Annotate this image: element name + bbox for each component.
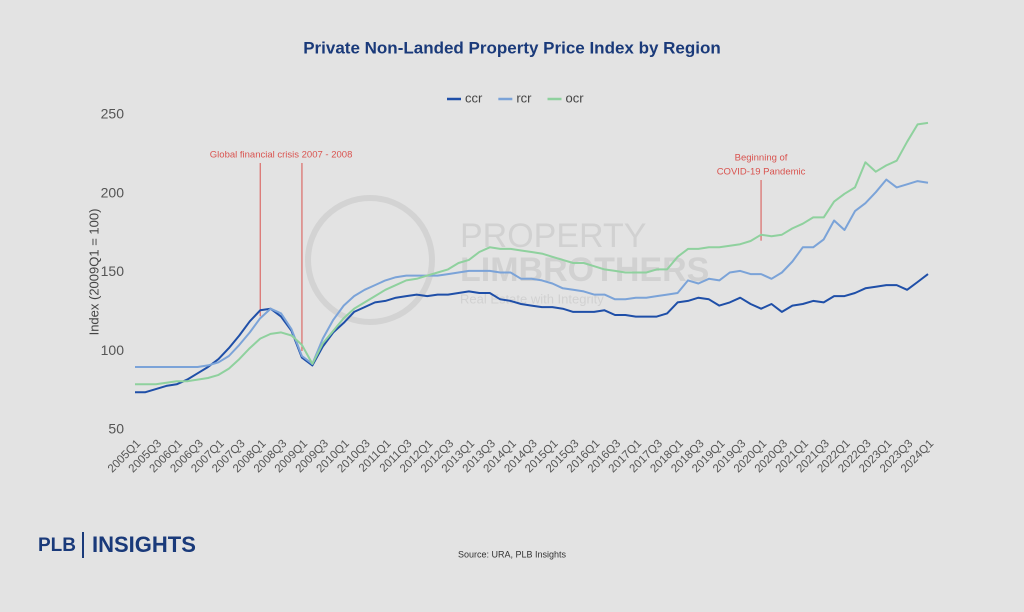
annotation-text: Global financial crisis 2007 - 2008 — [210, 150, 353, 161]
source: Source: URA, PLB Insights — [458, 549, 567, 559]
brand-right: INSIGHTS — [92, 532, 196, 557]
legend-label: ocr — [566, 90, 585, 105]
watermark-tagline: Real Estate with Integrity — [460, 291, 604, 306]
watermark-logo — [305, 195, 435, 325]
series-line — [135, 121, 929, 386]
y-tick-label: 150 — [101, 263, 125, 279]
y-tick-label: 50 — [108, 421, 124, 437]
annotation-text: Beginning of — [735, 153, 788, 164]
legend-label: rcr — [516, 90, 532, 105]
y-tick-label: 100 — [101, 342, 125, 358]
watermark-text: LIMBROTHERS — [460, 251, 709, 289]
brand-left: PLB — [38, 535, 76, 556]
annotation-text: COVID-19 Pandemic — [717, 167, 806, 178]
series-line — [135, 178, 929, 368]
watermark-text: PROPERTY — [460, 217, 646, 255]
y-tick-label: 200 — [101, 184, 125, 200]
legend-label: ccr — [465, 90, 483, 105]
y-axis-label: Index (2009Q1 = 100) — [86, 209, 101, 336]
series-line — [135, 273, 929, 394]
chart-title: Private Non-Landed Property Price Index … — [303, 38, 721, 57]
y-tick-label: 250 — [101, 106, 125, 122]
